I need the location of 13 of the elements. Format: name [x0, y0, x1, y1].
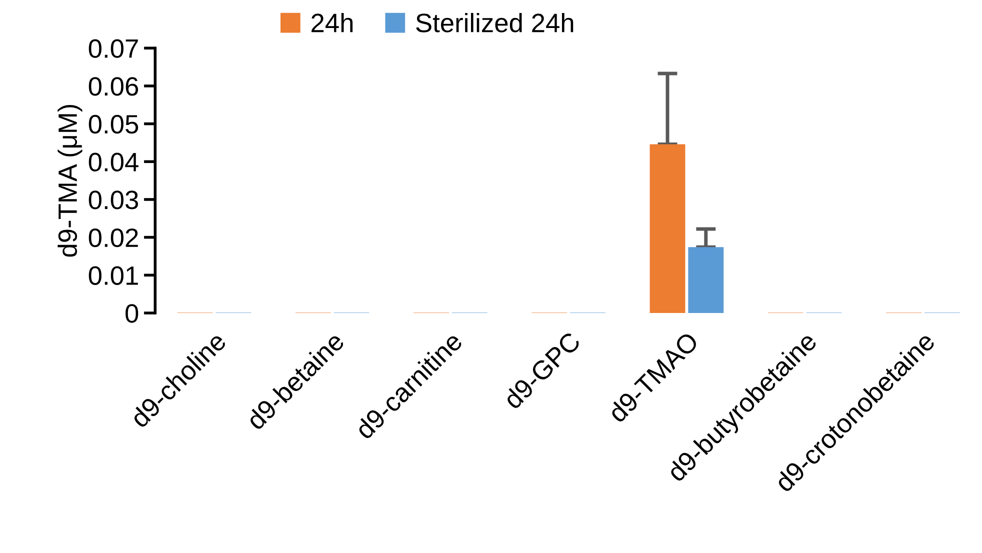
- y-tick-label: 0.02: [88, 228, 138, 248]
- y-tick-label: 0.04: [88, 152, 138, 172]
- bar: [650, 144, 686, 313]
- y-tick-label: 0: [126, 304, 138, 323]
- bar: [688, 247, 724, 313]
- y-tick-label: 0.01: [88, 266, 138, 285]
- y-tick-label: 0.06: [88, 77, 138, 96]
- legend-label: 24h: [312, 12, 353, 32]
- y-tick-label: 0.05: [88, 114, 138, 134]
- y-axis-title: d9-TMA (μM): [58, 104, 82, 257]
- y-tick-label: 0.03: [88, 190, 138, 210]
- legend-label: Sterilized 24h: [416, 12, 574, 32]
- y-tick-label: 0.07: [88, 39, 138, 58]
